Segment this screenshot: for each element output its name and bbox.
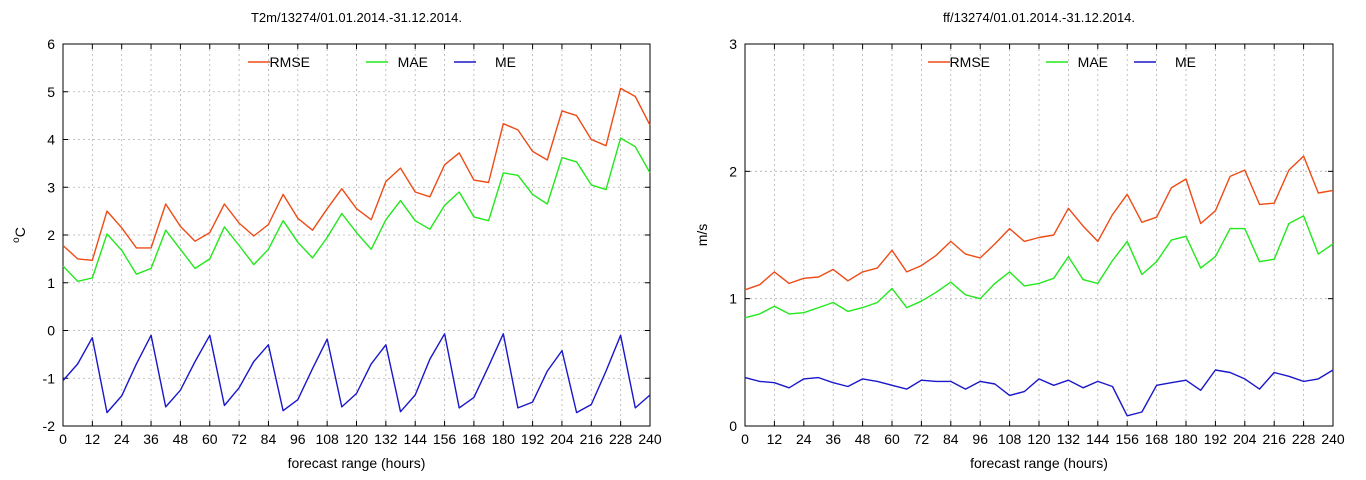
x-tick-label: 12	[85, 431, 101, 447]
x-tick-label: 192	[1204, 431, 1228, 447]
x-tick-label: 120	[1027, 431, 1051, 447]
chart-title: ff/13274/01.01.2014.-31.12.2014.	[943, 10, 1135, 25]
y-tick-label: 4	[47, 132, 55, 148]
y-axis-label-main: C	[12, 227, 28, 237]
x-tick-label: 240	[1321, 431, 1345, 447]
x-tick-label: 108	[998, 431, 1022, 447]
x-tick-label: 168	[1145, 431, 1169, 447]
x-tick-label: 228	[1292, 431, 1316, 447]
y-tick-label: 0	[729, 418, 737, 434]
x-tick-label: 12	[767, 431, 783, 447]
y-tick-label: -2	[43, 418, 56, 434]
y-axis-label: m/s	[694, 224, 710, 247]
x-tick-label: 120	[345, 431, 369, 447]
x-tick-label: 144	[1086, 431, 1110, 447]
x-tick-label: 216	[580, 431, 604, 447]
x-tick-label: 0	[741, 431, 749, 447]
x-tick-label: 156	[433, 431, 457, 447]
x-tick-label: 240	[638, 431, 662, 447]
chart-1: T2m/13274/01.01.2014.-31.12.2014.0 12 24 36…	[11, 10, 662, 471]
x-tick-label: 132	[1057, 431, 1081, 447]
legend-label-mae: MAE	[1078, 54, 1108, 70]
legend-label-me: ME	[495, 54, 516, 70]
x-tick-label: 48	[855, 431, 871, 447]
legend-label-rmse: RMSE	[270, 54, 310, 70]
x-axis-label: forecast range (hours)	[970, 455, 1108, 471]
x-tick-label: 180	[492, 431, 516, 447]
x-tick-label: 204	[1233, 431, 1257, 447]
x-tick-label: 96	[290, 431, 306, 447]
x-tick-label: 132	[374, 431, 398, 447]
y-tick-label: 3	[47, 179, 55, 195]
x-tick-label: 108	[315, 431, 339, 447]
x-tick-label: 60	[884, 431, 900, 447]
x-tick-label: 168	[462, 431, 486, 447]
series-line-me	[62, 333, 651, 414]
series-line-mae	[744, 215, 1334, 319]
y-tick-label: 5	[47, 84, 55, 100]
x-tick-label: 84	[261, 431, 277, 447]
y-tick-label: 3	[729, 36, 737, 52]
x-tick-label: 204	[550, 431, 574, 447]
x-tick-label: 192	[521, 431, 545, 447]
x-tick-label: 216	[1263, 431, 1287, 447]
series-line-rmse	[62, 87, 651, 261]
y-axis-label-superscript: o	[11, 237, 22, 243]
series-line-mae	[62, 137, 651, 282]
y-tick-label: 2	[47, 227, 55, 243]
x-tick-label: 36	[143, 431, 159, 447]
legend-label-me: ME	[1175, 54, 1196, 70]
x-tick-label: 228	[609, 431, 633, 447]
x-tick-label: 72	[914, 431, 930, 447]
x-tick-label: 180	[1174, 431, 1198, 447]
y-tick-label: 1	[729, 291, 737, 307]
x-tick-label: 24	[796, 431, 812, 447]
y-tick-label: -1	[43, 370, 56, 386]
chart-2: ff/13274/01.01.2014.-31.12.2014.0 12 24 36 4…	[694, 10, 1345, 471]
series-line-me	[744, 369, 1334, 417]
legend-label-rmse: RMSE	[950, 54, 990, 70]
series-line-rmse	[744, 155, 1334, 291]
x-tick-label: 84	[943, 431, 959, 447]
y-tick-label: 2	[729, 163, 737, 179]
x-tick-label: 96	[972, 431, 988, 447]
y-tick-label: 1	[47, 275, 55, 291]
x-tick-label: 156	[1116, 431, 1140, 447]
chart-title: T2m/13274/01.01.2014.-31.12.2014.	[251, 10, 462, 25]
x-tick-label: 48	[173, 431, 189, 447]
x-tick-label: 144	[404, 431, 428, 447]
x-tick-label: 36	[825, 431, 841, 447]
legend-label-mae: MAE	[398, 54, 428, 70]
x-tick-label: 0	[59, 431, 67, 447]
x-tick-label: 72	[231, 431, 247, 447]
x-axis-label: forecast range (hours)	[288, 455, 426, 471]
y-axis-label: oC	[11, 227, 28, 243]
x-tick-label: 60	[202, 431, 218, 447]
x-tick-label: 24	[114, 431, 130, 447]
y-tick-label: 6	[47, 36, 55, 52]
y-tick-label: 0	[47, 323, 55, 339]
